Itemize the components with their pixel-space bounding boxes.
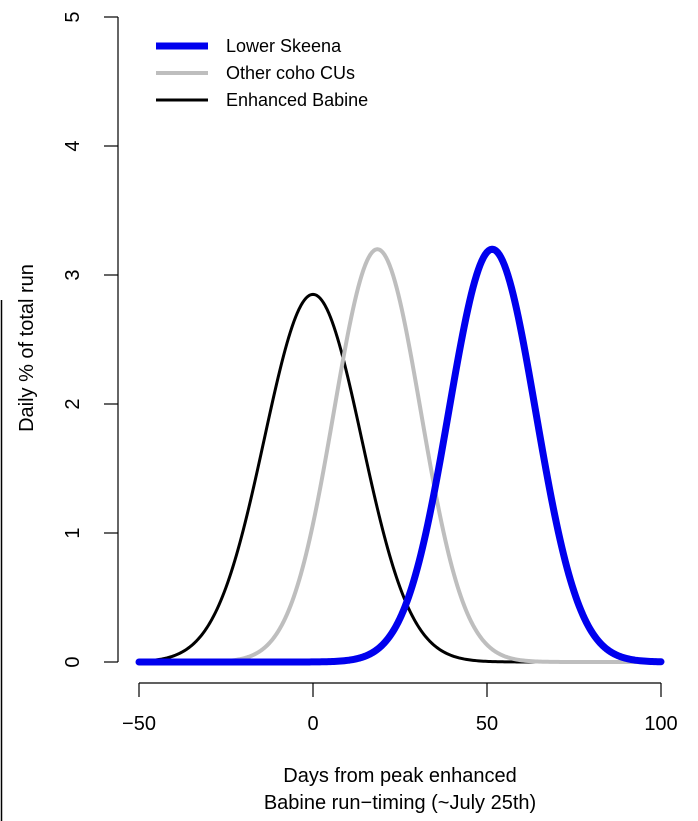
legend: Lower Skeena Other coho CUs Enhanced Babin… (156, 36, 368, 110)
y-tick-label: 2 (62, 398, 84, 409)
series-line (137, 247, 663, 664)
y-tick-label: 4 (62, 140, 84, 151)
y-tick-label: 0 (62, 656, 84, 667)
y-tick-label: 3 (62, 269, 84, 280)
x-axis-title-line-1: Days from peak enhanced (283, 765, 516, 787)
x-tick-label: 100 (644, 713, 677, 735)
x-tick-label: 0 (307, 713, 318, 735)
legend-label: Other coho CUs (226, 63, 355, 83)
axes: 0 1 2 3 4 5 −50 0 50 100 (62, 11, 678, 735)
y-axis-title: Daily % of total run (16, 264, 38, 432)
curves (135, 245, 665, 666)
x-tick-label: 50 (476, 713, 498, 735)
series-line (135, 245, 665, 666)
legend-label: Enhanced Babine (226, 90, 368, 110)
x-tick-label: −50 (122, 713, 156, 735)
x-axis-title-line-2: Babine run−timing (~July 25th) (264, 792, 536, 814)
y-tick-label: 5 (62, 11, 84, 22)
y-tick-label: 1 (62, 527, 84, 538)
legend-label: Lower Skeena (226, 36, 342, 56)
